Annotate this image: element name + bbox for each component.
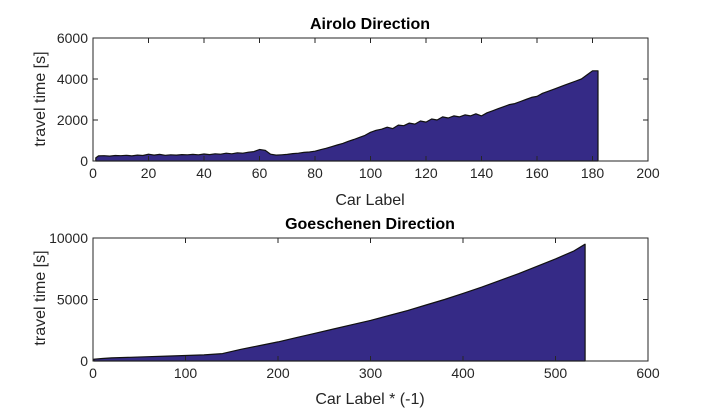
y-axis-label: travel time [s] xyxy=(32,51,49,146)
y-tick-label: 2000 xyxy=(57,112,88,128)
x-tick-label: 80 xyxy=(307,165,323,181)
y-tick-label: 5000 xyxy=(57,292,88,308)
plot-area: 0 100 200 300 400 500 600 0 5000 10000 xyxy=(49,230,660,381)
chart-title: Goeschenen Direction xyxy=(285,216,455,233)
x-tick-label: 100 xyxy=(174,365,198,381)
y-axis-label: travel time [s] xyxy=(32,250,49,345)
x-tick-label: 500 xyxy=(544,365,568,381)
y-tick-label: 6000 xyxy=(57,30,88,46)
x-tick-label: 100 xyxy=(359,165,383,181)
x-tick-label: 0 xyxy=(89,365,97,381)
x-axis-label: Car Label * (-1) xyxy=(315,391,424,408)
x-tick-label: 200 xyxy=(266,365,290,381)
series-area xyxy=(93,243,586,362)
x-tick-label: 60 xyxy=(252,165,268,181)
x-tick-label: 20 xyxy=(141,165,157,181)
x-tick-label: 160 xyxy=(525,165,549,181)
x-tick-label: 180 xyxy=(581,165,605,181)
y-tick-label: 10000 xyxy=(49,230,88,246)
y-tick-label: 0 xyxy=(80,353,88,369)
x-tick-label: 300 xyxy=(359,365,383,381)
x-tick-label: 600 xyxy=(636,365,660,381)
x-tick-label: 400 xyxy=(451,365,475,381)
x-axis-label: Car Label xyxy=(335,192,404,209)
x-tick-label: 40 xyxy=(196,165,212,181)
x-tick-label: 140 xyxy=(470,165,494,181)
y-tick-label: 0 xyxy=(80,153,88,169)
series-area xyxy=(95,70,599,162)
goeschenen-panel: Goeschenen Direction 0 100 200 300 400 500 600… xyxy=(32,216,660,408)
x-tick-label: 200 xyxy=(636,165,660,181)
airolo-panel: Airolo Direction 0 20 40 60 80 100 120 140 160 18… xyxy=(32,16,660,209)
x-tick-label: 0 xyxy=(89,165,97,181)
y-tick-label: 4000 xyxy=(57,71,88,87)
chart-title: Airolo Direction xyxy=(310,16,430,33)
x-tick-label: 120 xyxy=(414,165,438,181)
